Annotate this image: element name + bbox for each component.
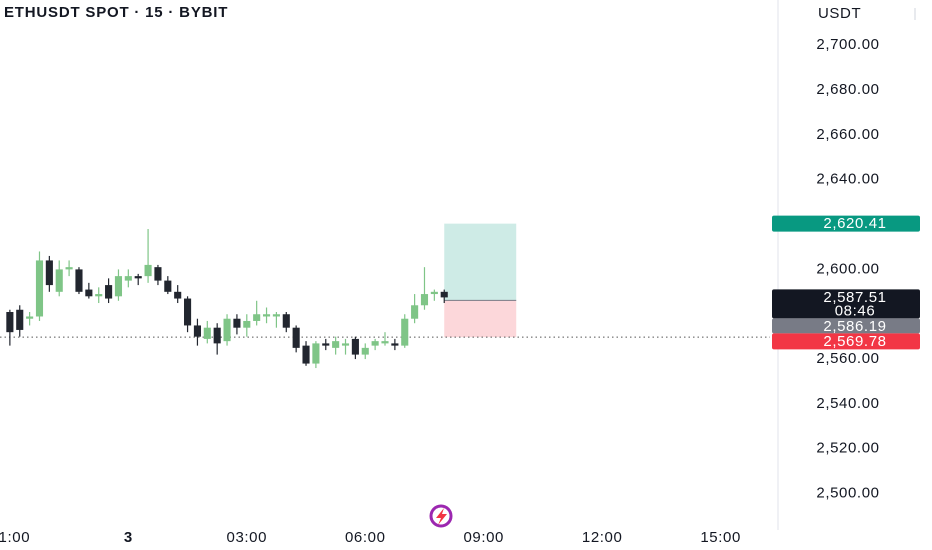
y-tick-label: 2,500.00 — [816, 485, 879, 502]
y-tick-label: 2,700.00 — [816, 36, 879, 53]
candle-body — [184, 298, 192, 326]
candle-body — [332, 341, 340, 348]
candle-body — [401, 318, 409, 346]
candle-body — [371, 341, 379, 346]
price-tag-label: 2,569.78 — [823, 333, 886, 350]
candle-body — [16, 309, 24, 330]
x-tick-label: 06:00 — [345, 529, 386, 546]
candle-body — [223, 318, 231, 342]
candle-body — [262, 314, 271, 317]
candle-body — [302, 345, 310, 364]
candle-body — [253, 314, 261, 321]
price-tag — [772, 215, 920, 232]
candle-body — [6, 311, 14, 333]
candle-body — [124, 276, 132, 281]
y-tick-label: 2,640.00 — [816, 171, 879, 188]
candle-body — [282, 314, 290, 328]
x-tick-label: 21:00 — [0, 529, 30, 546]
candle-body — [95, 294, 103, 297]
x-tick-label: 15:00 — [700, 529, 741, 546]
candle-body — [164, 280, 172, 292]
candle-body — [312, 343, 320, 364]
candle-body — [203, 327, 211, 339]
candle-body — [75, 269, 83, 292]
candle-body — [440, 291, 448, 298]
candle-body — [26, 316, 34, 319]
candle-body — [391, 343, 399, 346]
y-tick-label: 2,560.00 — [816, 350, 879, 367]
candle-body — [144, 264, 152, 277]
y-tick-label: 2,540.00 — [816, 395, 879, 412]
candle-body — [35, 260, 44, 317]
y-tick-label: 2,600.00 — [816, 260, 879, 277]
y-tick-label: 2,680.00 — [816, 81, 879, 98]
y-tick-label: 2,520.00 — [816, 440, 879, 457]
axis-unit: USDT — [818, 5, 861, 22]
price-tag-label: 2,586.19 — [823, 318, 886, 335]
profit-zone — [444, 223, 517, 301]
candle-body — [65, 267, 73, 270]
candle-body — [361, 347, 369, 355]
price-tag-label: 2,587.51 — [823, 289, 886, 306]
x-tick-label: 3 — [124, 529, 133, 546]
price-tag — [772, 333, 920, 350]
candle-body — [174, 291, 182, 299]
loss-zone — [444, 300, 517, 338]
candle-body — [322, 343, 330, 346]
x-tick-label: 03:00 — [227, 529, 268, 546]
candle-body — [381, 341, 389, 344]
candle-body — [85, 289, 93, 297]
candle-body — [411, 305, 419, 319]
candle-body — [341, 343, 350, 346]
candle-body — [351, 338, 359, 355]
candle-body — [243, 320, 251, 328]
logo — [429, 504, 453, 528]
price-tag-label: 2,620.41 — [823, 215, 886, 232]
candle-body — [55, 269, 63, 292]
y-tick-label: 2,660.00 — [816, 126, 879, 143]
price-tag — [772, 318, 920, 334]
candle-body — [45, 260, 53, 286]
candle-body — [134, 276, 142, 279]
price-tag — [772, 289, 920, 319]
candle-body — [114, 276, 123, 297]
candle-body — [272, 314, 280, 317]
chart-title: ETHUSDT SPOT · 15 · BYBIT — [4, 4, 228, 21]
candle-body — [193, 325, 201, 337]
candle-body — [213, 327, 221, 344]
candle-body — [105, 285, 113, 299]
candle-body — [154, 267, 162, 281]
candle-body — [233, 318, 241, 328]
x-tick-label: 12:00 — [582, 529, 623, 546]
candle-body — [430, 291, 438, 295]
candle-body — [420, 294, 429, 306]
candle-body — [292, 327, 300, 348]
countdown: 08:46 — [835, 302, 876, 319]
x-tick-label: 09:00 — [463, 529, 504, 546]
